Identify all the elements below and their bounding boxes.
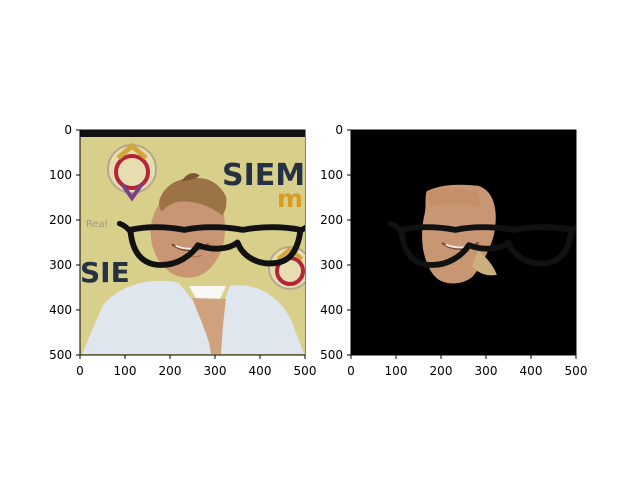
right-axes: 0 100 200 300 400 500 0 100 200 300 400 …: [320, 123, 587, 378]
right-y-tick-label-300: 300: [320, 258, 343, 272]
right-x-tick-label-400: 400: [520, 364, 543, 378]
right-photo: [351, 130, 576, 355]
right-x-tick-label-0: 0: [347, 364, 355, 378]
left-y-ticks: 0 100 200 300 400 500: [49, 123, 80, 362]
right-y-tick-label-100: 100: [320, 168, 343, 182]
left-x-tick-label-500: 500: [294, 364, 317, 378]
poster-text-real: Real: [86, 219, 108, 230]
right-y-tick-label-0: 0: [335, 123, 343, 137]
right-y-tick-label-400: 400: [320, 303, 343, 317]
left-x-tick-label-300: 300: [204, 364, 227, 378]
left-y-tick-label-400: 400: [49, 303, 72, 317]
right-x-tick-label-100: 100: [385, 364, 408, 378]
right-x-tick-label-200: 200: [430, 364, 453, 378]
left-x-ticks: 0 100 200 300 400 500: [76, 355, 316, 378]
masked-face: [422, 184, 497, 284]
right-image-panel: [350, 129, 577, 356]
portrait-subject: [82, 172, 304, 354]
right-x-tick-label-500: 500: [565, 364, 588, 378]
left-y-tick-label-300: 300: [49, 258, 72, 272]
left-x-tick-label-400: 400: [249, 364, 272, 378]
poster-crest-right: [268, 246, 305, 290]
left-image-panel: SIEM m SIE Real: [79, 129, 306, 356]
right-y-tick-label-200: 200: [320, 213, 343, 227]
right-y-tick-label-500: 500: [320, 348, 343, 362]
poster-text-m: m: [277, 184, 303, 213]
left-y-tick-label-200: 200: [49, 213, 72, 227]
left-y-tick-label-500: 500: [49, 348, 72, 362]
poster-crest-left: [107, 142, 157, 202]
right-y-ticks: 0 100 200 300 400 500: [320, 123, 351, 362]
left-axes: 0 100 200 300 400 500 0 100 200 300 400 …: [49, 123, 316, 378]
poster-text-sie: SIE: [80, 256, 130, 289]
left-y-tick-label-100: 100: [49, 168, 72, 182]
left-x-tick-label-100: 100: [114, 364, 137, 378]
poster-text-siem: SIEM: [222, 158, 305, 193]
left-y-tick-label-0: 0: [64, 123, 72, 137]
left-x-tick-label-200: 200: [159, 364, 182, 378]
right-x-tick-label-300: 300: [475, 364, 498, 378]
left-x-tick-label-0: 0: [76, 364, 84, 378]
right-x-ticks: 0 100 200 300 400 500: [347, 355, 587, 378]
left-photo: SIEM m SIE Real: [80, 130, 305, 355]
